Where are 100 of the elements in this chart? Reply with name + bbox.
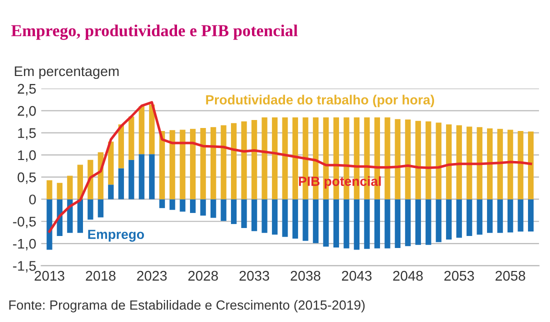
bar [446,124,452,200]
bar [415,199,421,245]
y-tick-label: 1,5 [18,128,36,140]
bar [405,199,411,246]
bar [374,199,380,248]
bar [241,199,247,228]
bar [262,117,268,200]
y-tick-label: 0 [29,194,36,204]
y-tick-label: -1,5 [13,261,36,272]
bar [46,180,52,200]
x-tick-label: 2053 [444,270,474,281]
bar [77,199,83,233]
bar [436,199,442,242]
bar [426,121,432,200]
series-label: Emprego [88,230,144,242]
x-tick-label: 2023 [137,270,167,281]
x-tick-label: 2038 [290,270,320,281]
y-tick-label: 0,5 [18,172,36,184]
x-tick-label: 2058 [496,270,526,281]
bar [88,199,94,220]
bar [456,125,462,200]
bar [128,160,134,200]
bar [108,142,114,185]
bar [118,168,124,200]
bar [364,199,370,249]
bar [405,120,411,200]
bar [108,184,114,200]
bar [190,199,196,213]
bar [282,117,288,200]
bar [220,199,226,221]
bar [508,130,514,200]
bar [415,120,421,200]
bar [220,125,226,200]
bar [466,199,472,236]
bar [118,124,124,168]
bar [128,116,134,160]
bar [67,176,73,200]
bar [159,131,165,200]
x-tick-label: 2043 [342,270,372,281]
bar [528,131,534,200]
bar [272,199,278,235]
y-axis-title: Em percentagem [14,66,119,79]
bar [272,117,278,200]
bar [426,199,432,245]
bar [149,154,155,200]
x-tick-label: 2013 [34,270,64,281]
bar [77,164,83,200]
bar [302,199,308,241]
bar [200,128,206,200]
bar [98,199,104,218]
y-tick-label: 2,5 [18,84,36,96]
x-tick-label: 2048 [393,270,423,281]
bar [138,106,144,154]
bar [241,121,247,200]
bar [251,199,258,232]
bar [476,199,482,235]
bar [190,128,196,200]
bar [528,199,534,232]
bar [497,128,503,200]
bar [333,199,340,248]
bar [138,154,144,200]
y-tick-label: -1,0 [13,238,36,250]
bar [262,199,268,233]
bar [497,199,503,233]
x-tick-label: 2033 [240,270,270,281]
bar [384,117,390,200]
bar [518,131,524,200]
bar [292,117,298,200]
bar [210,199,216,218]
y-tick-label: 2,0 [18,106,36,118]
x-tick-label: 2018 [86,270,116,281]
bar [456,199,462,238]
bar [170,199,176,210]
bar [230,199,237,224]
bar [466,126,472,200]
bar [170,130,176,200]
bar [487,199,493,233]
bar [436,122,442,200]
y-tick-label: -0,5 [13,216,36,228]
bar [149,104,155,154]
x-tick-label: 2028 [188,270,218,281]
bar [394,119,400,200]
source-note: Fonte: Programa de Estabilidade e Crescimento (2015-2019) [9,300,365,312]
bar [354,199,360,250]
bar [312,199,319,244]
bar [46,199,52,250]
bar [476,127,482,200]
y-tick-label: 1,0 [18,150,36,162]
bar [446,199,452,240]
bar [282,199,288,237]
bar [323,199,329,247]
bar [230,123,237,200]
bar [210,127,216,200]
bar [518,199,524,232]
bar [159,199,165,208]
series-label: Produtividade do trabalho (por hora) [206,94,434,108]
bar [56,182,62,200]
bar [180,130,186,200]
bar [344,199,350,248]
chart-title: Emprego, produtividade e PIB potencial [11,24,298,40]
